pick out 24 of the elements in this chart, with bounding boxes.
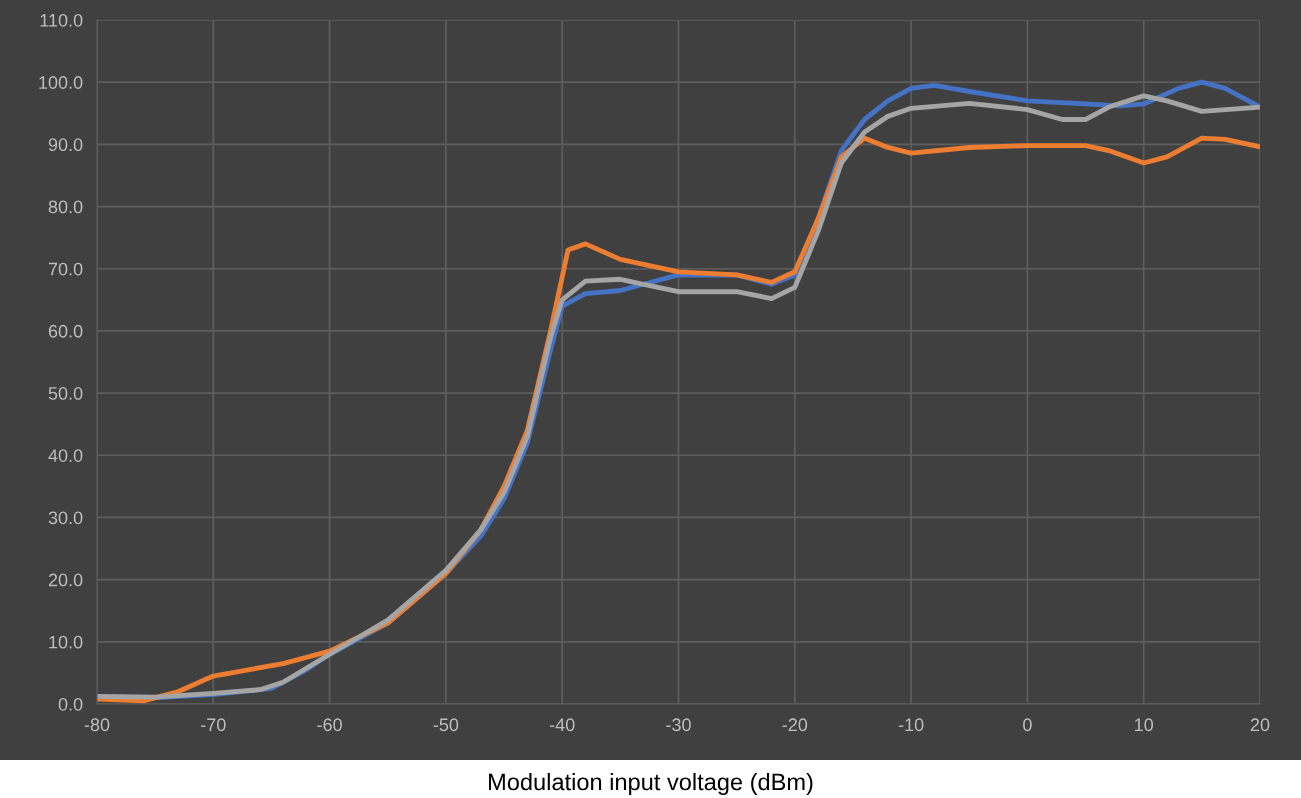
- x-tick-label: -20: [782, 718, 808, 732]
- x-tick-label: -70: [201, 718, 226, 732]
- y-tick-label: 20.0: [48, 573, 83, 587]
- y-tick-label: 30.0: [48, 511, 83, 525]
- y-tick-label: 10.0: [49, 635, 83, 649]
- y-tick-label: 90.0: [48, 138, 83, 152]
- x-tick-label: 10: [1135, 718, 1154, 732]
- y-tick-label: 60.0: [48, 324, 83, 338]
- y-tick-label: 80.0: [48, 200, 83, 214]
- y-tick-label: 0.0: [58, 697, 83, 711]
- y-tick-label: 40.0: [48, 449, 83, 462]
- y-tick-label: 100.0: [39, 76, 83, 89]
- x-tick-label: 20: [1250, 718, 1270, 732]
- x-tick-label: -40: [549, 718, 575, 732]
- x-tick-label: 0: [1023, 718, 1032, 732]
- x-tick-label: -30: [666, 718, 691, 732]
- x-tick-label: -60: [317, 718, 342, 732]
- x-tick-label: -50: [433, 718, 459, 732]
- x-tick-label: -80: [84, 718, 110, 732]
- x-axis-title: Modulation input voltage (dBm): [489, 772, 813, 795]
- y-tick-label: 50.0: [48, 387, 83, 400]
- y-tick-label: 70.0: [48, 262, 83, 276]
- x-tick-label: -10: [898, 718, 924, 732]
- y-tick-label: 110.0: [40, 13, 83, 27]
